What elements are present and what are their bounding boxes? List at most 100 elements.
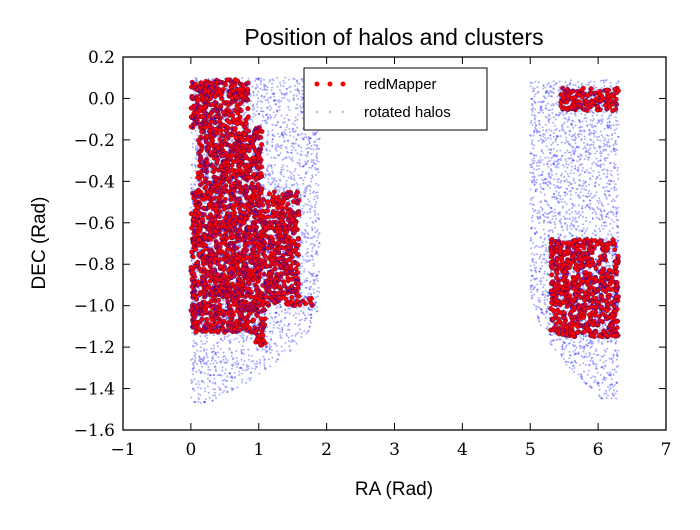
rotated-halo-point [273,183,276,186]
rotated-halo-point [282,168,285,171]
rotated-halo-point [611,133,614,136]
rotated-halo-point [195,145,198,148]
rotated-halo-point [560,124,563,127]
rotated-halo-point [266,134,269,137]
rotated-halo-point [605,239,607,242]
rotated-halo-point [282,189,285,192]
rotated-halo-point [280,100,282,103]
rotated-halo-point [606,145,609,147]
rotated-halo-point [582,185,585,187]
rotated-halo-point [309,309,312,311]
rotated-halo-point [296,161,299,164]
rotated-halo-point [305,317,308,320]
rotated-halo-point [554,186,557,189]
rotated-halo-point [251,120,254,123]
rotated-halo-point [594,211,597,214]
rotated-halo-point [542,241,545,244]
rotated-halo-point [560,155,563,157]
rotated-halo-point [549,109,552,112]
rotated-halo-point [313,301,316,304]
rotated-halo-point [607,233,610,236]
rotated-halo-point [266,250,269,253]
rotated-halo-point [606,172,609,175]
rotated-halo-point [301,80,304,83]
rotated-halo-point [314,132,317,135]
rotated-halo-point [291,205,294,208]
rotated-halo-point [276,358,279,361]
rotated-halo-point [272,180,275,183]
rotated-halo-point [543,232,546,235]
rotated-halo-point [304,314,307,317]
rotated-halo-point [290,177,292,180]
rotated-halo-point [586,373,589,376]
rotated-halo-point [296,134,299,137]
rotated-halo-point [199,372,202,375]
rotated-halo-point [316,216,319,219]
rotated-halo-point [309,321,312,324]
rotated-halo-point [255,360,258,363]
rotated-halo-point [546,261,549,264]
rotated-halo-point [228,348,231,351]
rotated-halo-point [544,250,547,253]
rotated-halo-point [562,307,565,310]
rotated-halo-point [614,341,617,344]
rotated-halo-point [316,168,319,171]
rotated-halo-point [192,361,195,364]
rotated-halo-point [531,258,534,261]
rotated-halo-point [614,153,617,156]
rotated-halo-point [271,86,274,89]
rotated-halo-point [594,178,597,180]
rotated-halo-point [610,378,613,380]
rotated-halo-point [278,154,280,157]
rotated-halo-point [261,88,264,91]
rotated-halo-point [304,228,307,231]
rotated-halo-point [298,267,301,270]
rotated-halo-point [276,99,279,102]
rotated-halo-point [308,325,311,328]
rotated-halo-point [193,300,196,303]
rotated-halo-point [201,360,204,363]
rotated-halo-point [276,185,279,188]
rotated-halo-point [297,97,300,100]
rotated-halo-point [262,116,265,119]
rotated-halo-point [539,217,542,220]
rotated-halo-point [593,229,596,232]
rotated-halo-point [565,210,568,213]
rotated-halo-point [316,274,318,277]
rotated-halo-point [308,286,311,288]
rotated-halo-point [217,351,220,354]
rotated-halo-point [606,182,609,185]
rotated-halo-point [288,78,291,81]
rotated-halo-point [547,230,550,233]
rotated-halo-point [540,253,542,256]
rotated-halo-point [573,226,576,228]
rotated-halo-point [263,88,266,91]
rotated-halo-point [214,265,217,268]
rotated-halo-point [247,252,250,255]
rotated-halo-point [572,364,575,367]
rotated-halo-point [209,374,211,376]
rotated-halo-point [253,362,256,365]
rotated-halo-point [569,79,572,82]
rotated-halo-point [309,314,312,317]
rotated-halo-point [276,321,278,324]
rotated-halo-point [304,154,307,157]
rotated-halo-point [595,365,598,368]
rotated-halo-point [600,134,603,137]
rotated-halo-point [578,335,581,337]
rotated-halo-point [558,80,561,83]
rotated-halo-point [546,272,549,275]
rotated-halo-point [257,78,260,81]
rotated-halo-point [601,343,604,345]
rotated-halo-point [311,174,314,177]
rotated-halo-point [617,206,620,209]
rotated-halo-point [314,226,317,229]
rotated-halo-point [570,161,573,164]
rotated-halo-point [561,154,564,157]
rotated-halo-point [612,180,615,183]
rotated-halo-point [308,166,311,169]
rotated-halo-point [538,164,541,167]
rotated-halo-point [566,310,569,313]
rotated-halo-point [303,194,306,197]
rotated-halo-point [265,148,268,151]
